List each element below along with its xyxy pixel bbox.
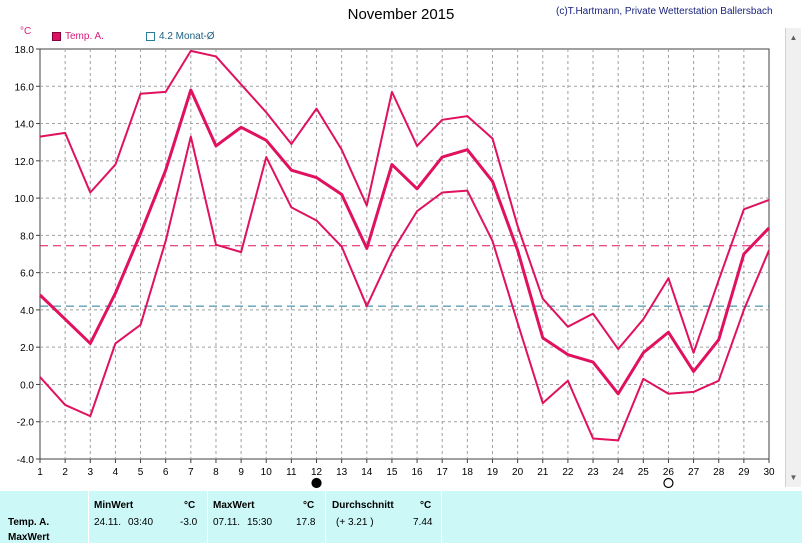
plot-area — [39, 48, 770, 460]
arrow-down-icon[interactable]: ▼ — [789, 473, 798, 482]
x-tick-label: 10 — [261, 467, 273, 478]
x-tick-label: 15 — [386, 467, 398, 478]
max-value: 17.8 — [296, 517, 316, 528]
white-circle-icon — [663, 477, 674, 489]
legend-swatch-month-average — [146, 32, 155, 41]
x-tick-label: 20 — [512, 467, 524, 478]
avg-header: Durchschnitt — [332, 500, 394, 511]
max-unit: °C — [303, 500, 315, 511]
x-tick-label: 1 — [37, 467, 43, 478]
x-tick-label: 14 — [361, 467, 373, 478]
legend-month-average: 4.2 Monat-Ø — [146, 31, 215, 42]
max-time: 15:30 — [247, 517, 273, 528]
y-tick-label: 18.0 — [15, 45, 35, 56]
y-tick-label: -4.0 — [17, 455, 35, 466]
y-tick-label: 10.0 — [15, 194, 35, 205]
max-header: MaxWert — [213, 500, 255, 511]
x-tick-label: 28 — [713, 467, 725, 478]
stats-table: Temp. A. MaxWert MinWert °C 24.11. 03:40… — [0, 491, 802, 543]
x-tick-label: 18 — [462, 467, 474, 478]
avg-value: 7.44 — [413, 517, 433, 528]
min-unit: °C — [184, 500, 196, 511]
credit-text: (c)T.Hartmann, Private Wetterstation Bal… — [556, 6, 773, 17]
table-divider — [325, 491, 326, 543]
x-tick-label: 22 — [562, 467, 574, 478]
x-tick-label: 30 — [763, 467, 775, 478]
y-tick-label: 16.0 — [15, 82, 35, 93]
legend-temp: Temp. A. — [52, 31, 104, 42]
temperature-chart: 1 2 3 4 5 6 7 8 9 10 11 12 13 14 15 16 17 18 19 20 21 22 23 24 2… — [15, 45, 775, 489]
y-tick-label: 14.0 — [15, 120, 35, 131]
series-line-mean — [38, 88, 771, 396]
x-tick-label: 3 — [87, 467, 93, 478]
x-tick-label: 17 — [437, 467, 449, 478]
y-tick-label: -2.0 — [17, 418, 35, 429]
x-tick-label: 23 — [587, 467, 599, 478]
min-time: 03:40 — [128, 517, 154, 528]
y-tick-label: 4.0 — [20, 306, 34, 317]
x-tick-label: 21 — [537, 467, 549, 478]
avg-unit: °C — [420, 500, 432, 511]
x-tick-label: 24 — [613, 467, 625, 478]
x-tick-label: 7 — [188, 467, 194, 478]
y-axis-unit: °C — [20, 26, 32, 37]
table-divider — [207, 491, 208, 543]
y-tick-label: 6.0 — [20, 269, 34, 280]
arrow-up-icon[interactable]: ▲ — [789, 33, 798, 42]
row-label: Temp. A. — [8, 517, 50, 528]
y-tick-label: 12.0 — [15, 157, 35, 168]
x-tick-label: 27 — [688, 467, 700, 478]
x-tick-label: 19 — [487, 467, 499, 478]
x-tick-label: 13 — [336, 467, 348, 478]
row-label-max: MaxWert — [8, 532, 50, 543]
x-tick-label: 4 — [113, 467, 119, 478]
y-tick-label: 0.0 — [20, 380, 34, 391]
min-header: MinWert — [94, 500, 134, 511]
x-tick-label: 2 — [62, 467, 68, 478]
table-divider — [88, 491, 89, 543]
legend-label-month-average: 4.2 Monat-Ø — [159, 31, 215, 42]
x-tick-label: 29 — [738, 467, 750, 478]
x-tick-label: 12 — [311, 467, 323, 478]
x-tick-label: 5 — [138, 467, 144, 478]
vertical-scrollbar[interactable]: ▲ ▼ — [785, 28, 801, 487]
x-tick-label: 26 — [663, 467, 675, 478]
legend-label-temp: Temp. A. — [65, 31, 104, 42]
min-date: 24.11. — [94, 517, 122, 528]
x-tick-label: 6 — [163, 467, 169, 478]
x-tick-label: 25 — [638, 467, 650, 478]
table-divider — [441, 491, 442, 543]
y-tick-label: 8.0 — [20, 231, 34, 242]
series-line-min — [39, 135, 770, 442]
max-date: 07.11. — [213, 517, 241, 528]
x-tick-label: 16 — [412, 467, 424, 478]
legend-swatch-temp — [52, 32, 61, 41]
x-tick-label: 8 — [213, 467, 219, 478]
x-tick-label: 9 — [238, 467, 244, 478]
series-line-max — [39, 49, 770, 354]
chart-title: November 2015 — [347, 6, 455, 23]
min-value: -3.0 — [180, 517, 198, 528]
x-tick-label: 11 — [286, 467, 297, 478]
black-circle-icon — [311, 477, 322, 489]
y-tick-label: 2.0 — [20, 343, 34, 354]
avg-diff: (+ 3.21 ) — [336, 517, 374, 528]
